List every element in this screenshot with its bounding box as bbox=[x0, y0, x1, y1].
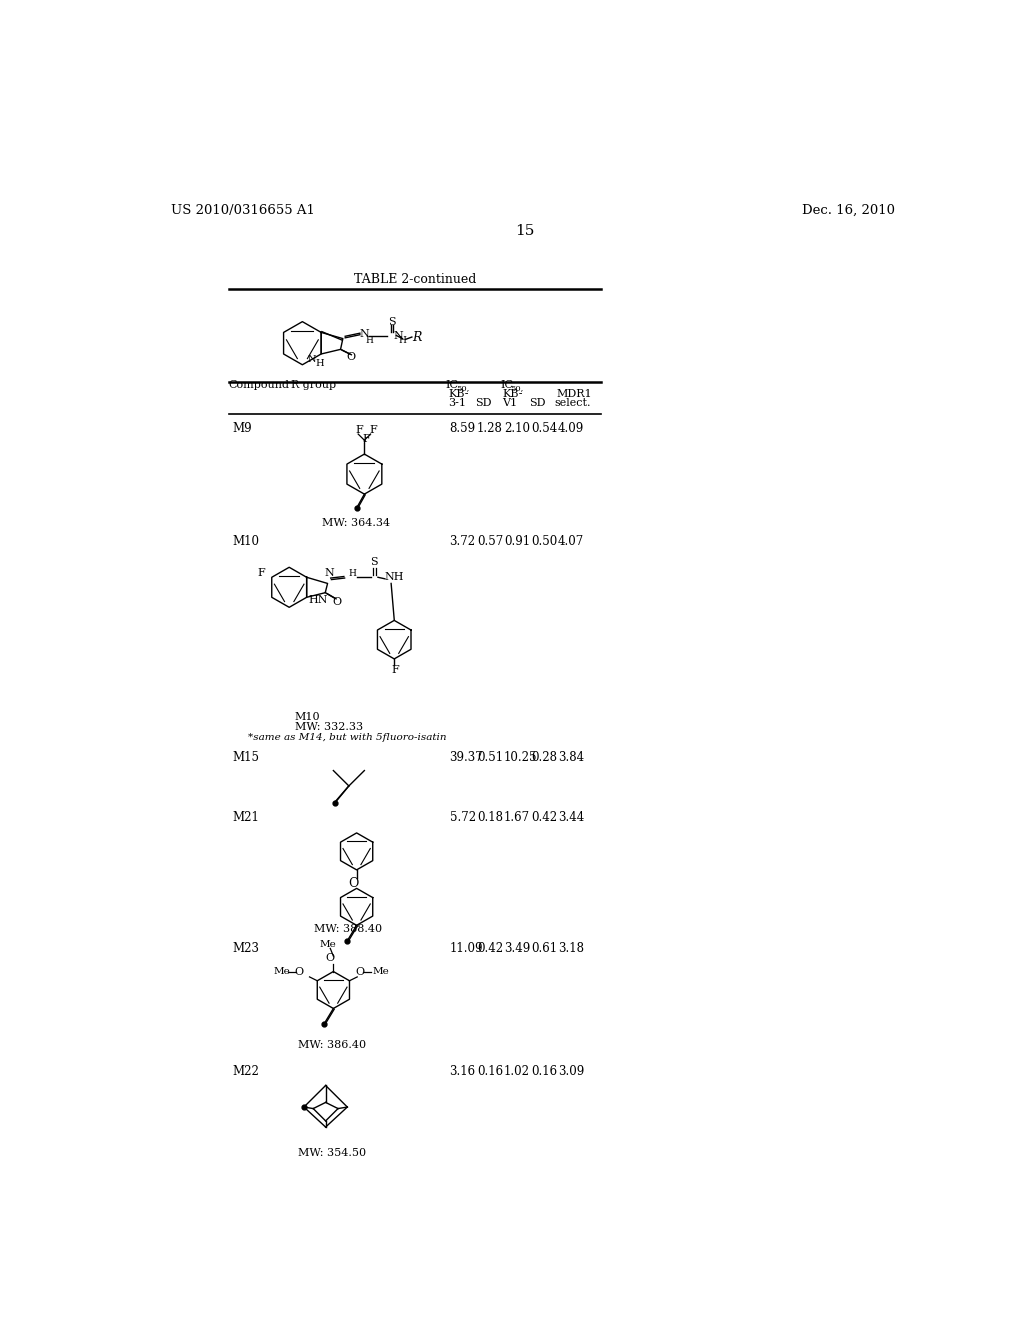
Text: 1.67: 1.67 bbox=[504, 810, 530, 824]
Text: F: F bbox=[391, 665, 399, 675]
Text: O: O bbox=[294, 966, 303, 977]
Text: R: R bbox=[412, 330, 421, 343]
Text: S: S bbox=[388, 317, 395, 326]
Text: 1.28: 1.28 bbox=[477, 422, 503, 434]
Text: N: N bbox=[359, 329, 370, 339]
Text: 3.72: 3.72 bbox=[450, 535, 476, 548]
Text: N: N bbox=[325, 568, 334, 578]
Text: 0.54: 0.54 bbox=[531, 422, 557, 434]
Text: MW: 386.40: MW: 386.40 bbox=[299, 1040, 367, 1049]
Text: N: N bbox=[307, 355, 316, 364]
Text: KB-: KB- bbox=[503, 389, 523, 399]
Text: 0.57: 0.57 bbox=[477, 535, 503, 548]
Text: Me: Me bbox=[273, 966, 291, 975]
Text: 0.61: 0.61 bbox=[531, 941, 557, 954]
Text: O: O bbox=[326, 953, 335, 962]
Text: 3.16: 3.16 bbox=[450, 1065, 476, 1077]
Text: NH: NH bbox=[385, 573, 404, 582]
Text: 0.28: 0.28 bbox=[531, 751, 557, 764]
Text: Me: Me bbox=[319, 940, 336, 949]
Text: H: H bbox=[315, 359, 324, 368]
Text: O: O bbox=[347, 352, 356, 362]
Text: Dec. 16, 2010: Dec. 16, 2010 bbox=[802, 203, 895, 216]
Text: M10: M10 bbox=[232, 535, 260, 548]
Text: H: H bbox=[348, 569, 356, 578]
Text: 0.50: 0.50 bbox=[531, 535, 557, 548]
Text: *same as M14, but with 5fluoro-isatin: *same as M14, but with 5fluoro-isatin bbox=[248, 733, 446, 742]
Text: select.: select. bbox=[554, 399, 591, 408]
Text: 50,: 50, bbox=[456, 384, 469, 392]
Text: 0.18: 0.18 bbox=[477, 810, 503, 824]
Text: MW: 364.34: MW: 364.34 bbox=[322, 519, 390, 528]
Text: MW: 332.33: MW: 332.33 bbox=[295, 722, 362, 731]
Text: M22: M22 bbox=[232, 1065, 259, 1077]
Text: 8.59: 8.59 bbox=[450, 422, 476, 434]
Text: IC: IC bbox=[500, 380, 513, 389]
Text: M23: M23 bbox=[232, 941, 260, 954]
Text: N: N bbox=[393, 331, 402, 342]
Text: F: F bbox=[362, 434, 371, 444]
Text: 10.25: 10.25 bbox=[504, 751, 538, 764]
Text: V1: V1 bbox=[503, 399, 517, 408]
Text: 3.09: 3.09 bbox=[558, 1065, 585, 1077]
Text: IC: IC bbox=[445, 380, 459, 389]
Text: 0.16: 0.16 bbox=[531, 1065, 557, 1077]
Text: 3-1: 3-1 bbox=[449, 399, 466, 408]
Text: R group: R group bbox=[291, 380, 336, 389]
Text: 11.09: 11.09 bbox=[450, 941, 483, 954]
Text: 4.09: 4.09 bbox=[558, 422, 585, 434]
Text: M9: M9 bbox=[232, 422, 252, 434]
Text: S: S bbox=[371, 557, 378, 568]
Text: SD: SD bbox=[475, 399, 492, 408]
Text: 3.49: 3.49 bbox=[504, 941, 530, 954]
Text: 2.10: 2.10 bbox=[504, 422, 529, 434]
Text: SD: SD bbox=[529, 399, 546, 408]
Text: H: H bbox=[398, 335, 407, 345]
Text: MDR1: MDR1 bbox=[557, 389, 592, 399]
Text: 15: 15 bbox=[515, 224, 535, 239]
Text: F: F bbox=[369, 425, 377, 434]
Text: 0.42: 0.42 bbox=[477, 941, 503, 954]
Text: 1.02: 1.02 bbox=[504, 1065, 529, 1077]
Text: 0.51: 0.51 bbox=[477, 751, 503, 764]
Text: H: H bbox=[366, 335, 373, 345]
Text: Me: Me bbox=[373, 966, 389, 975]
Text: 0.91: 0.91 bbox=[504, 535, 530, 548]
Text: MW: 354.50: MW: 354.50 bbox=[299, 1147, 367, 1158]
Text: O: O bbox=[348, 878, 358, 890]
Text: M15: M15 bbox=[232, 751, 260, 764]
Text: HN: HN bbox=[308, 595, 328, 606]
Text: 3.84: 3.84 bbox=[558, 751, 585, 764]
Text: 4.07: 4.07 bbox=[558, 535, 585, 548]
Text: 0.42: 0.42 bbox=[531, 810, 557, 824]
Text: M21: M21 bbox=[232, 810, 259, 824]
Text: O: O bbox=[333, 597, 341, 607]
Text: 50,: 50, bbox=[510, 384, 523, 392]
Text: US 2010/0316655 A1: US 2010/0316655 A1 bbox=[171, 203, 314, 216]
Text: O: O bbox=[355, 966, 365, 977]
Text: 0.16: 0.16 bbox=[477, 1065, 503, 1077]
Text: Compound: Compound bbox=[228, 380, 290, 389]
Text: MW: 388.40: MW: 388.40 bbox=[314, 924, 382, 935]
Text: 39.37: 39.37 bbox=[450, 751, 483, 764]
Text: 3.44: 3.44 bbox=[558, 810, 585, 824]
Text: TABLE 2-continued: TABLE 2-continued bbox=[353, 273, 476, 286]
Text: F: F bbox=[355, 425, 362, 434]
Text: M10: M10 bbox=[295, 713, 321, 722]
Text: 3.18: 3.18 bbox=[558, 941, 584, 954]
Text: F: F bbox=[258, 568, 265, 578]
Text: 5.72: 5.72 bbox=[450, 810, 476, 824]
Text: KB-: KB- bbox=[449, 389, 469, 399]
